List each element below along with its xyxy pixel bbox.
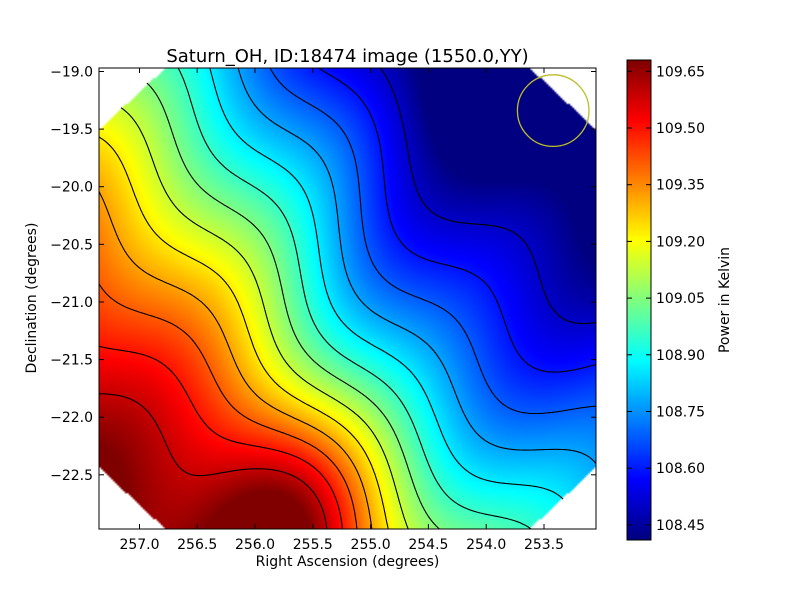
tick-label: 108.75: [656, 405, 705, 421]
contour-lines: [99, 68, 596, 529]
chart-title: Saturn_OH, ID:18474 image (1550.0,YY): [166, 46, 528, 67]
colorbar-ticks: 108.45 108.60 108.75 108.90 109.05 109.20 109.…: [627, 64, 705, 534]
contour-line: [318, 68, 596, 373]
tick-label: −21.0: [50, 295, 93, 311]
tick-label: 256.0: [235, 537, 275, 553]
tick-label: −21.5: [50, 353, 93, 369]
tick-label: −20.5: [50, 237, 93, 253]
tick-label: 108.60: [656, 461, 705, 477]
tick-label: 255.0: [351, 537, 391, 553]
colorbar-gradient: [627, 60, 651, 540]
plot-frame: [98, 67, 597, 530]
tick-label: 108.45: [656, 518, 705, 534]
contour-line: [379, 68, 596, 325]
colorbar: 108.45 108.60 108.75 108.90 109.05 109.20 109.…: [626, 59, 705, 541]
tick-label: −20.0: [50, 180, 93, 196]
tick-label: 256.5: [177, 537, 217, 553]
contour-line: [99, 345, 343, 529]
contour-line: [177, 68, 532, 529]
tick-label: 253.5: [524, 537, 564, 553]
contour-line: [146, 82, 440, 529]
contour-line: [209, 68, 564, 500]
contour-line: [99, 136, 389, 529]
contour-line: [237, 68, 596, 464]
tick-label: 109.20: [656, 234, 705, 250]
tick-label: −19.5: [50, 122, 93, 138]
colorbar-frame: [626, 59, 652, 541]
beam-marker: [516, 74, 590, 148]
contour-line: [120, 107, 409, 529]
tick-label: 109.50: [656, 121, 705, 137]
tick-label: 254.5: [408, 537, 448, 553]
tick-label: 254.0: [466, 537, 506, 553]
tick-label: 109.35: [656, 178, 705, 194]
tick-label: 109.65: [656, 64, 705, 80]
colorbar-label: Power in Kelvin: [717, 247, 733, 353]
plot-area: 257.0 256.5 256.0 255.5 255.0 254.5 254.0 253.5…: [50, 65, 597, 553]
tick-label: 257.0: [119, 537, 159, 553]
tick-label: −22.5: [50, 468, 93, 484]
tick-label: −22.0: [50, 410, 93, 426]
contour-line: [99, 191, 373, 529]
contour-line: [269, 68, 596, 415]
x-axis-label: Right Ascension (degrees): [256, 554, 440, 570]
y-axis-label: Declination (degrees): [24, 223, 40, 374]
heatmap-image: [99, 68, 596, 529]
tick-label: 108.90: [656, 348, 705, 364]
tick-label: 109.05: [656, 291, 705, 307]
contour-line: [99, 393, 328, 529]
x-axis-ticks: 257.0 256.5 256.0 255.5 255.0 254.5 254.0 253.5: [119, 68, 564, 553]
tick-label: 255.5: [293, 537, 333, 553]
tick-label: −19.0: [50, 65, 93, 81]
y-axis-ticks: −19.0 −19.5 −20.0 −20.5 −21.0 −21.5 −22.0 −22.5: [50, 65, 596, 484]
